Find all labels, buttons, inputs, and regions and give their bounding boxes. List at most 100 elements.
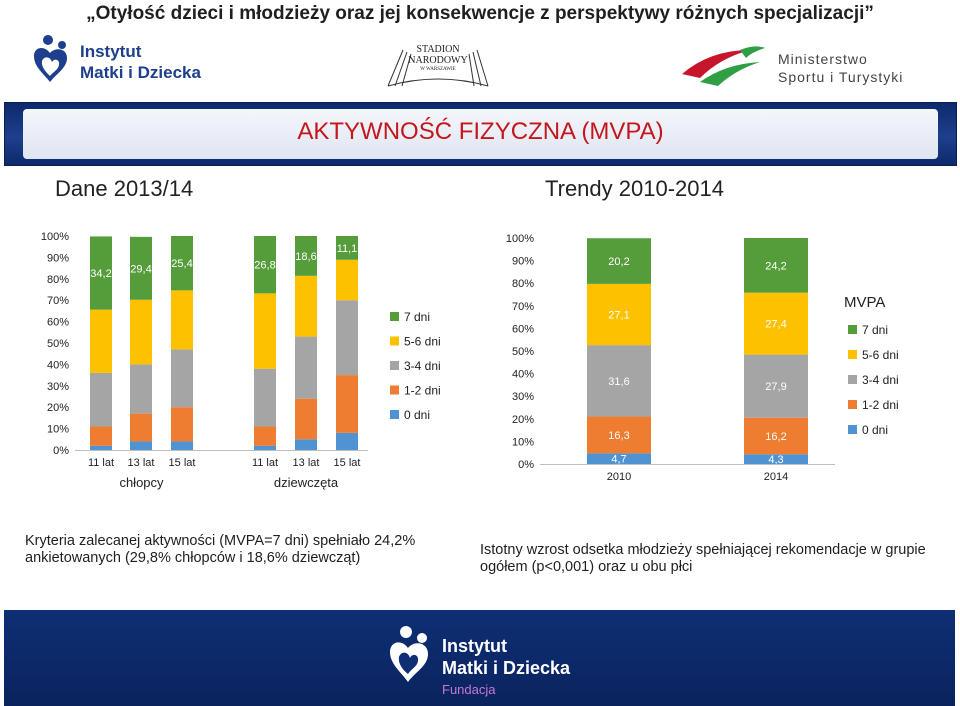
legend-swatch-7-dni [390, 312, 399, 321]
data-label-7-dni-1: 34,2 [90, 268, 111, 280]
data-label-1-2-dni-1: 16,3 [608, 430, 629, 442]
y-tick-label: 100% [506, 233, 534, 245]
y-tick-label: 0% [518, 459, 534, 471]
swoosh-icon [682, 46, 765, 86]
subtitle-right: Trendy 2010-2014 [545, 176, 724, 201]
stadion-line2: NARODOWY [408, 55, 467, 66]
bar-0-dni-1 [90, 445, 112, 450]
bar-3-4-dni-4 [254, 368, 276, 427]
legend-label-3-4-dni: 3-4 dni [404, 359, 441, 373]
legend-label-5-6-dni: 5-6 dni [404, 335, 441, 349]
bar-1-2-dni-1 [90, 426, 112, 446]
x-tick-label: 15 lat [169, 457, 196, 469]
bar-0-dni-6 [336, 432, 358, 450]
bar-3-4-dni-2 [130, 364, 152, 414]
footer-imid-logo: Instytut Matki i Dziecka Fundacja [390, 626, 571, 697]
bar-1-2-dni-3 [171, 407, 193, 442]
y-tick-label: 60% [512, 323, 534, 335]
banner-panel: AKTYWNOŚĆ FIZYCZNA (MVPA) [23, 109, 938, 159]
banner-text: AKTYWNOŚĆ FIZYCZNA (MVPA) [297, 118, 664, 145]
bar-7-dni-6 [336, 236, 358, 260]
y-tick-label: 40% [47, 359, 69, 371]
imid-logo: Instytut Matki i Dziecka [34, 35, 201, 82]
bar-7-dni-5 [295, 236, 317, 276]
legend-label-1-2-dni: 1-2 dni [404, 384, 441, 398]
footer-logo-line2: Matki i Dziecka [442, 658, 571, 678]
data-label-3-4-dni-1: 31,6 [608, 376, 629, 388]
chart-mvpa-2013-14: 0% 10% 20% 30% 40% 50% 60% 70% 80% 90% 100% 34,2 11 … [41, 231, 441, 490]
legend-label-5-6-dni: 5-6 dni [862, 348, 899, 362]
bar-5-6-dni-2 [744, 292, 808, 355]
y-tick-label: 90% [512, 256, 534, 268]
stadion-line1: STADION [416, 44, 459, 55]
bar-3-4-dni-5 [295, 336, 317, 399]
legend-label-1-2-dni: 1-2 dni [862, 398, 899, 412]
legend-swatch-3-4-dni [390, 361, 399, 370]
x-tick-label: 15 lat [334, 457, 361, 469]
subtitle-left: Dane 2013/14 [55, 176, 194, 201]
legend-label-0-dni: 0 dni [404, 408, 430, 422]
x-tick-label: 11 lat [252, 457, 278, 469]
stadion-line3: W WARSZAWIE [420, 67, 455, 72]
bar-5-6-dni-6 [336, 259, 358, 301]
bar-3-4-dni-1 [90, 372, 112, 427]
bar-1-2-dni-2 [744, 417, 808, 455]
bar-5-6-dni-3 [171, 290, 193, 350]
legend-swatch-3-4-dni [848, 375, 857, 384]
bar-0-dni-2 [744, 454, 808, 464]
bar-5-6-dni-4 [254, 293, 276, 369]
data-label-7-dni-4: 26,8 [254, 260, 275, 272]
bar-3-4-dni-6 [336, 300, 358, 376]
footer-heart-people-icon [390, 626, 428, 682]
chart-mvpa-trends: 0% 10% 20% 30% 40% 50% 60% 70% 80% 90% 100% 4,7 16,3… [506, 233, 899, 483]
data-label-5-6-dni-1: 27,1 [608, 310, 629, 322]
note-left: Kryteria zalecanej aktywności (MVPA=7 dn… [25, 533, 416, 566]
stadium-lines-icon [387, 49, 489, 87]
data-label-7-dni-1: 20,2 [608, 256, 629, 268]
bar-1-2-dni-2 [130, 413, 152, 442]
footer-logo-line1: Instytut [442, 636, 507, 656]
y-tick-label: 90% [47, 252, 69, 264]
legend-swatch-0-dni [390, 410, 399, 419]
legend-label-3-4-dni: 3-4 dni [862, 373, 899, 387]
y-tick-label: 30% [47, 381, 69, 393]
x-tick-label: 13 lat [128, 457, 155, 469]
bar-7-dni-1 [587, 238, 651, 284]
data-label-5-6-dni-2: 27,4 [765, 319, 786, 331]
bar-7-dni-2 [744, 238, 808, 293]
legend-swatch-1-2-dni [390, 385, 399, 395]
y-tick-label: 70% [47, 295, 69, 307]
footer-logo-line3: Fundacja [442, 682, 496, 697]
y-tick-label: 100% [41, 231, 69, 243]
y-tick-label: 60% [47, 317, 69, 329]
data-label-7-dni-2: 29,4 [130, 263, 151, 275]
y-tick-label: 10% [47, 424, 69, 436]
bar-3-4-dni-2 [744, 354, 808, 418]
bar-7-dni-2 [130, 236, 152, 300]
legend-label-7-dni: 7 dni [862, 323, 888, 337]
y-tick-label: 80% [512, 278, 534, 290]
x-tick-label: 11 lat [88, 457, 114, 469]
legend-label-7-dni: 7 dni [404, 310, 430, 324]
bar-7-dni-4 [254, 236, 276, 294]
bar-5-6-dni-1 [587, 283, 651, 346]
bar-5-6-dni-2 [130, 299, 152, 365]
y-tick-label: 50% [47, 338, 69, 350]
y-tick-label: 20% [512, 414, 534, 426]
legend-title: MVPA [844, 294, 885, 311]
y-tick-label: 50% [512, 346, 534, 358]
legend-swatch-5-6-dni [848, 350, 857, 359]
note-right: Istotny wzrost odsetka młodzieży spełnia… [480, 542, 926, 575]
legend-label-0-dni: 0 dni [862, 423, 888, 437]
legend-swatch-5-6-dni [390, 336, 399, 346]
imid-logo-line1: Instytut [80, 42, 142, 61]
data-label-3-4-dni-2: 27,9 [765, 381, 786, 393]
bar-1-2-dni-4 [254, 426, 276, 446]
y-tick-label: 40% [512, 369, 534, 381]
bar-1-2-dni-1 [587, 416, 651, 454]
title-banner: AKTYWNOŚĆ FIZYCZNA (MVPA) [4, 102, 957, 166]
data-label-1-2-dni-2: 16,2 [765, 431, 786, 443]
data-label-7-dni-3: 25,4 [171, 258, 192, 270]
bar-7-dni-3 [171, 236, 193, 291]
data-label-0-dni-2: 4,3 [768, 454, 783, 466]
